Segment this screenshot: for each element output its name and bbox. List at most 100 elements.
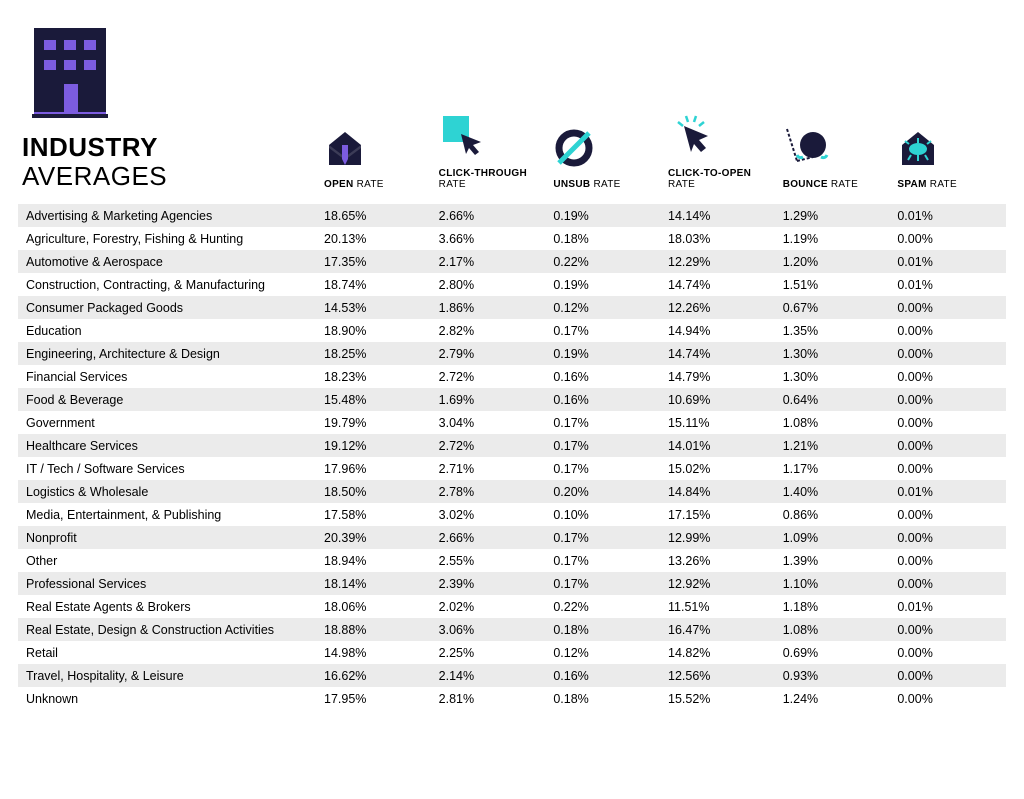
value-cell: 18.65% — [318, 209, 433, 223]
column-label: SPAM RATE — [897, 179, 1006, 190]
value-cell: 14.84% — [662, 485, 777, 499]
value-cell: 12.29% — [662, 255, 777, 269]
table-row: Nonprofit20.39%2.66%0.17%12.99%1.09%0.00… — [18, 526, 1006, 549]
value-cell: 0.00% — [891, 301, 1006, 315]
industry-cell: Logistics & Wholesale — [18, 485, 318, 499]
value-cell: 0.12% — [547, 646, 662, 660]
value-cell: 18.50% — [318, 485, 433, 499]
table-row: IT / Tech / Software Services17.96%2.71%… — [18, 457, 1006, 480]
value-cell: 0.00% — [891, 623, 1006, 637]
value-cell: 0.00% — [891, 439, 1006, 453]
table-row: Consumer Packaged Goods14.53%1.86%0.12%1… — [18, 296, 1006, 319]
value-cell: 2.71% — [433, 462, 548, 476]
value-cell: 1.24% — [777, 692, 892, 706]
value-cell: 18.14% — [318, 577, 433, 591]
value-cell: 0.19% — [547, 347, 662, 361]
industry-cell: Professional Services — [18, 577, 318, 591]
industry-cell: Agriculture, Forestry, Fishing & Hunting — [18, 232, 318, 246]
industry-cell: Real Estate, Design & Construction Activ… — [18, 623, 318, 637]
value-cell: 0.00% — [891, 692, 1006, 706]
value-cell: 14.98% — [318, 646, 433, 660]
value-cell: 20.39% — [318, 531, 433, 545]
table-row: Media, Entertainment, & Publishing17.58%… — [18, 503, 1006, 526]
table-row: Agriculture, Forestry, Fishing & Hunting… — [18, 227, 1006, 250]
page-title: INDUSTRY AVERAGES — [22, 133, 318, 190]
value-cell: 17.58% — [318, 508, 433, 522]
value-cell: 0.86% — [777, 508, 892, 522]
value-cell: 0.01% — [891, 255, 1006, 269]
value-cell: 14.74% — [662, 347, 777, 361]
value-cell: 1.30% — [777, 347, 892, 361]
value-cell: 0.01% — [891, 209, 1006, 223]
value-cell: 0.17% — [547, 531, 662, 545]
table-row: Travel, Hospitality, & Leisure16.62%2.14… — [18, 664, 1006, 687]
value-cell: 2.39% — [433, 577, 548, 591]
value-cell: 1.86% — [433, 301, 548, 315]
value-cell: 1.29% — [777, 209, 892, 223]
value-cell: 0.00% — [891, 416, 1006, 430]
value-cell: 19.79% — [318, 416, 433, 430]
industry-cell: Financial Services — [18, 370, 318, 384]
value-cell: 2.82% — [433, 324, 548, 338]
value-cell: 15.11% — [662, 416, 777, 430]
value-cell: 0.00% — [891, 577, 1006, 591]
value-cell: 0.00% — [891, 669, 1006, 683]
value-cell: 15.52% — [662, 692, 777, 706]
value-cell: 0.01% — [891, 278, 1006, 292]
value-cell: 17.35% — [318, 255, 433, 269]
value-cell: 0.17% — [547, 577, 662, 591]
value-cell: 14.53% — [318, 301, 433, 315]
value-cell: 3.02% — [433, 508, 548, 522]
value-cell: 0.01% — [891, 600, 1006, 614]
industry-cell: IT / Tech / Software Services — [18, 462, 318, 476]
value-cell: 18.25% — [318, 347, 433, 361]
value-cell: 2.17% — [433, 255, 548, 269]
column-label: CLICK-THROUGH RATE — [439, 168, 548, 190]
value-cell: 1.09% — [777, 531, 892, 545]
industry-cell: Government — [18, 416, 318, 430]
column-label: CLICK-TO-OPEN RATE — [668, 168, 777, 190]
value-cell: 0.67% — [777, 301, 892, 315]
unsub-icon — [553, 119, 662, 169]
value-cell: 0.17% — [547, 439, 662, 453]
value-cell: 1.17% — [777, 462, 892, 476]
column-header: BOUNCE RATE — [777, 119, 892, 190]
table-row: Advertising & Marketing Agencies18.65%2.… — [18, 204, 1006, 227]
value-cell: 0.17% — [547, 324, 662, 338]
value-cell: 0.16% — [547, 393, 662, 407]
value-cell: 12.26% — [662, 301, 777, 315]
value-cell: 0.00% — [891, 531, 1006, 545]
value-cell: 0.00% — [891, 393, 1006, 407]
value-cell: 19.12% — [318, 439, 433, 453]
value-cell: 1.69% — [433, 393, 548, 407]
column-header: CLICK-THROUGH RATE — [433, 108, 548, 190]
value-cell: 0.00% — [891, 462, 1006, 476]
value-cell: 3.04% — [433, 416, 548, 430]
column-label: BOUNCE RATE — [783, 179, 892, 190]
building-icon — [26, 20, 318, 125]
value-cell: 0.17% — [547, 554, 662, 568]
industry-cell: Automotive & Aerospace — [18, 255, 318, 269]
value-cell: 0.19% — [547, 278, 662, 292]
value-cell: 2.80% — [433, 278, 548, 292]
value-cell: 10.69% — [662, 393, 777, 407]
value-cell: 2.72% — [433, 439, 548, 453]
industry-cell: Retail — [18, 646, 318, 660]
value-cell: 0.17% — [547, 416, 662, 430]
value-cell: 15.02% — [662, 462, 777, 476]
value-cell: 0.69% — [777, 646, 892, 660]
table-row: Other18.94%2.55%0.17%13.26%1.39%0.00% — [18, 549, 1006, 572]
value-cell: 0.10% — [547, 508, 662, 522]
value-cell: 0.16% — [547, 669, 662, 683]
value-cell: 12.99% — [662, 531, 777, 545]
value-cell: 1.51% — [777, 278, 892, 292]
value-cell: 18.23% — [318, 370, 433, 384]
value-cell: 1.40% — [777, 485, 892, 499]
value-cell: 18.06% — [318, 600, 433, 614]
value-cell: 16.47% — [662, 623, 777, 637]
value-cell: 2.81% — [433, 692, 548, 706]
value-cell: 13.26% — [662, 554, 777, 568]
table-row: Real Estate, Design & Construction Activ… — [18, 618, 1006, 641]
value-cell: 17.96% — [318, 462, 433, 476]
value-cell: 17.15% — [662, 508, 777, 522]
